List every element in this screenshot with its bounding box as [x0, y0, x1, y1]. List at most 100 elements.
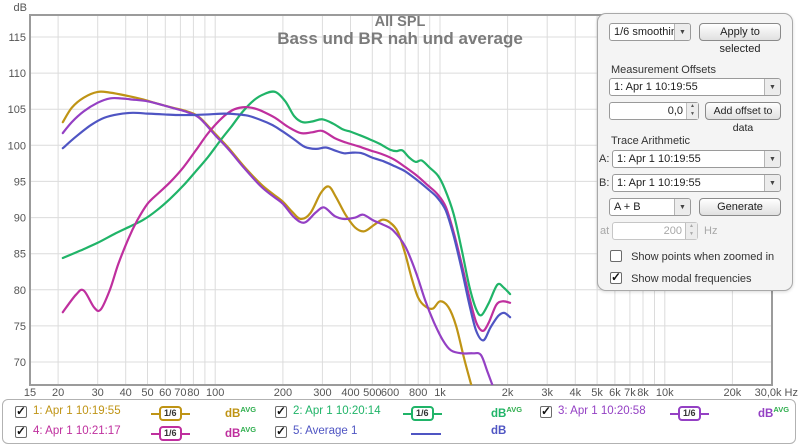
smoothing-value: 1/6 smoothing	[614, 26, 674, 38]
trace-1-checkbox[interactable]	[15, 404, 27, 418]
smoothing-select[interactable]: 1/6 smoothing ▼	[609, 23, 691, 41]
svg-text:110: 110	[8, 68, 26, 80]
trace-5-unit: dB	[491, 425, 507, 437]
trace-line-stub	[670, 412, 678, 415]
svg-text:3k: 3k	[541, 387, 553, 399]
show-modal-checkbox[interactable]	[610, 270, 622, 284]
add-offset-button[interactable]: Add offset to data	[705, 102, 781, 134]
svg-text:8k: 8k	[637, 387, 649, 399]
smoothing-amount: 1/6	[411, 406, 434, 421]
svg-text:400: 400	[341, 387, 359, 399]
svg-text:5k: 5k	[591, 387, 603, 399]
operand-b-select[interactable]: 1: Apr 1 10:19:55 ▼	[612, 174, 781, 192]
chevron-down-icon[interactable]: ▼	[674, 24, 690, 40]
svg-text:10k: 10k	[656, 387, 674, 399]
at-frequency-spinner: 200 ▲ ▼	[612, 222, 698, 240]
show-modal-row[interactable]: Show modal frequencies	[610, 270, 800, 285]
trace-4-label[interactable]: 4: Apr 1 10:21:17	[33, 425, 121, 437]
trace-5-checkbox[interactable]	[275, 424, 287, 438]
trace-1-smoothing-badge[interactable]: 1/6	[151, 406, 190, 421]
trace-line-stub	[151, 412, 159, 415]
svg-text:800: 800	[409, 387, 427, 399]
svg-text:80: 80	[14, 285, 26, 297]
x-axis-labels: 15 20 30 40 50 60 70 80 100 200 300 400 500 600 800 1k 2…	[24, 387, 798, 399]
generate-button[interactable]: Generate	[699, 198, 781, 216]
svg-text:6k: 6k	[609, 387, 621, 399]
measurement-offsets-label: Measurement Offsets	[611, 64, 716, 76]
show-modal-label: Show modal frequencies	[631, 273, 752, 285]
trace-4-unit: dBAVG	[225, 425, 257, 440]
svg-text:105: 105	[8, 104, 26, 116]
svg-text:20: 20	[52, 387, 64, 399]
y-axis-labels: 115 110 105 100 95 90 85 80 75 70	[8, 32, 26, 369]
operand-a-label: A:	[599, 153, 610, 165]
trace-line-stub	[181, 412, 190, 415]
svg-text:2k: 2k	[502, 387, 514, 399]
offset-value[interactable]: 0,0	[667, 105, 683, 117]
trace-2-label[interactable]: 2: Apr 1 10:20:14	[293, 405, 381, 417]
trace-5-label[interactable]: 5: Average 1	[293, 425, 358, 437]
trace-3-line[interactable]	[61, 96, 494, 388]
chevron-down-icon[interactable]: ▼	[674, 199, 690, 215]
offset-measurement-select[interactable]: 1: Apr 1 10:19:55 ▼	[609, 78, 781, 96]
chevron-down-icon[interactable]: ▼	[764, 79, 780, 95]
svg-text:40: 40	[120, 387, 132, 399]
trace-line-stub	[700, 412, 709, 415]
svg-text:100: 100	[8, 140, 26, 152]
offset-value-spinner[interactable]: 0,0 ▲ ▼	[609, 102, 699, 120]
svg-text:30: 30	[92, 387, 104, 399]
smoothing-amount: 1/6	[678, 406, 701, 421]
svg-text:15: 15	[24, 387, 36, 399]
trace-3-checkbox[interactable]	[540, 404, 552, 418]
trace-5-line[interactable]	[61, 111, 512, 342]
svg-text:200: 200	[274, 387, 292, 399]
spinner-arrows-icon[interactable]: ▲ ▼	[686, 103, 698, 119]
trace-2-smoothing-badge[interactable]: 1/6	[403, 406, 442, 421]
svg-text:50: 50	[141, 387, 153, 399]
show-points-label: Show points when zoomed in	[631, 251, 775, 263]
trace-2-checkbox[interactable]	[275, 404, 287, 418]
show-points-row[interactable]: Show points when zoomed in	[610, 250, 800, 263]
svg-text:80: 80	[187, 387, 199, 399]
trace-line-stub	[151, 432, 159, 435]
chevron-down-icon[interactable]: ▼	[764, 151, 780, 167]
trace-1-label[interactable]: 1: Apr 1 10:19:55	[33, 405, 121, 417]
smoothing-amount: 1/6	[159, 426, 182, 441]
svg-text:115: 115	[8, 32, 26, 44]
trace-3-smoothing-badge[interactable]: 1/6	[670, 406, 709, 421]
svg-text:4k: 4k	[569, 387, 581, 399]
trace-line-stub	[433, 412, 442, 415]
trace-3-unit: dBAVG	[758, 405, 790, 420]
trace-3-label[interactable]: 3: Apr 1 10:20:58	[558, 405, 646, 417]
apply-to-selected-button[interactable]: Apply to selected	[699, 23, 781, 55]
operand-a-value: 1: Apr 1 10:19:55	[617, 153, 701, 165]
svg-text:7k: 7k	[624, 387, 636, 399]
traces	[61, 90, 512, 388]
trace-line-stub	[181, 432, 190, 435]
trace-2-unit: dBAVG	[491, 405, 523, 420]
operand-b-value: 1: Apr 1 10:19:55	[617, 177, 701, 189]
svg-text:85: 85	[14, 249, 26, 261]
trace-4-line[interactable]	[61, 105, 512, 332]
operand-a-select[interactable]: 1: Apr 1 10:19:55 ▼	[612, 150, 781, 168]
trace-line-stub	[403, 412, 411, 415]
operation-select[interactable]: A + B ▼	[609, 198, 691, 216]
trace-4-checkbox[interactable]	[15, 424, 27, 438]
svg-text:95: 95	[14, 176, 26, 188]
offset-measurement-value: 1: Apr 1 10:19:55	[614, 81, 698, 93]
chevron-down-icon[interactable]: ▼	[764, 175, 780, 191]
svg-text:1k: 1k	[434, 387, 446, 399]
trace-1-line[interactable]	[61, 90, 473, 388]
svg-text:30,0k Hz: 30,0k Hz	[755, 387, 798, 399]
svg-text:100: 100	[206, 387, 224, 399]
trace-4-smoothing-badge[interactable]: 1/6	[151, 426, 190, 441]
svg-text:70: 70	[14, 357, 26, 369]
show-points-checkbox[interactable]	[610, 250, 622, 262]
svg-text:600: 600	[381, 387, 399, 399]
chart-title: All SPL	[375, 14, 426, 30]
trace-legend-bar: 1: Apr 1 10:19:55 1/6 dBAVG 2: Apr 1 10:20:…	[2, 399, 796, 444]
trace-1-unit: dBAVG	[225, 405, 257, 420]
svg-text:75: 75	[14, 321, 26, 333]
trace-2-line[interactable]	[61, 90, 512, 317]
